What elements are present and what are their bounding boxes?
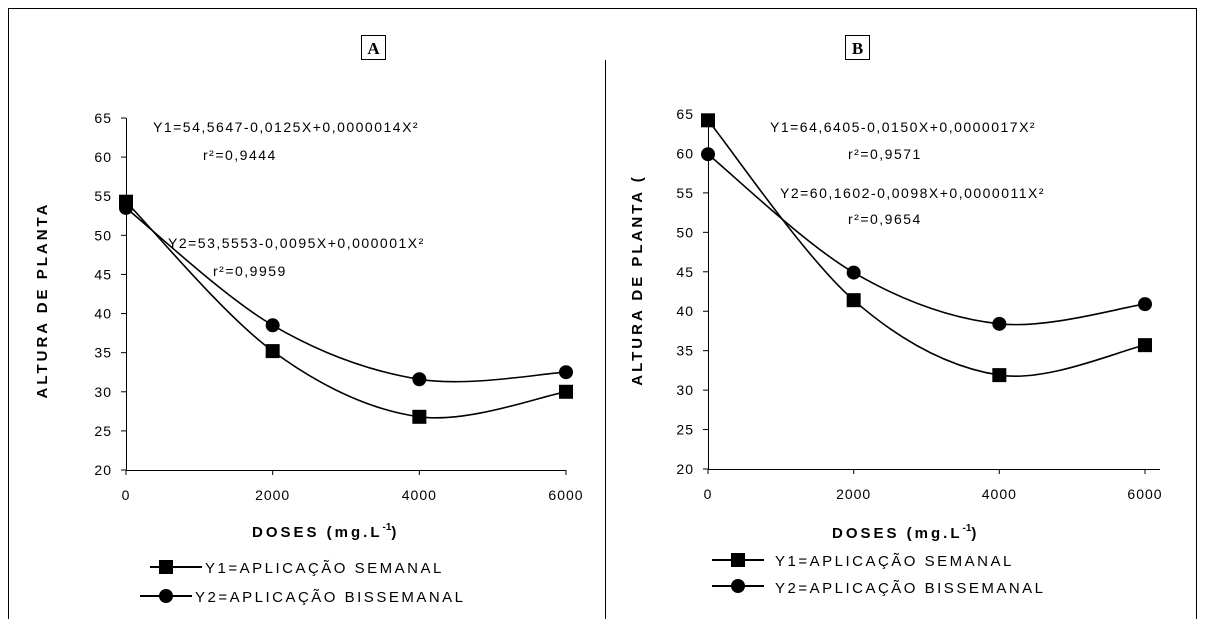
y-tick-label-b: 25 xyxy=(676,422,694,438)
legend-marker-square-b xyxy=(731,553,745,567)
data-point-b-y1 xyxy=(1138,338,1152,353)
x-tick-label-a: 4000 xyxy=(402,487,437,503)
y-tick-label-a: 20 xyxy=(94,462,112,478)
y-tick-label-a: 35 xyxy=(94,345,112,361)
x-axis-label-sup-b: -1 xyxy=(963,523,972,534)
data-point-b-y2 xyxy=(992,316,1007,331)
series-line-a-y2 xyxy=(125,207,567,383)
equation-y1-b: Y1=64,6405-0,0150X+0,0000017X² xyxy=(770,119,1036,135)
data-point-a-y1 xyxy=(412,409,427,424)
equation-y2-a: Y2=53,5553-0,0095X+0,000001X² xyxy=(168,235,425,251)
y-tick-label-a: 30 xyxy=(94,384,112,400)
data-point-a-y1 xyxy=(265,344,280,359)
data-point-a-y2 xyxy=(119,200,133,215)
r2-y2-b: r²=0,9654 xyxy=(848,211,922,227)
data-point-a-y1 xyxy=(559,384,573,399)
data-point-b-y2 xyxy=(846,265,861,280)
y-tick-label-a: 65 xyxy=(94,110,112,126)
x-tick-label-b: 6000 xyxy=(1127,486,1162,502)
x-tick-label-a: 6000 xyxy=(548,487,583,503)
y-tick-label-b: 65 xyxy=(676,106,694,122)
y-tick-label-a: 60 xyxy=(94,149,112,165)
y-tick-label-b: 50 xyxy=(676,224,694,240)
y-axis-label-a: ALTURA DE PLANTA xyxy=(34,202,51,399)
series-line-b-y1 xyxy=(707,119,1146,377)
data-point-a-y2 xyxy=(265,318,280,333)
equation-annotations-a: Y1=54,5647-0,0125X+0,0000014X² r²=0,9444… xyxy=(153,119,425,279)
y-tick-label-a: 25 xyxy=(94,423,112,439)
data-point-b-y1 xyxy=(701,113,715,128)
data-point-b-y2 xyxy=(1138,297,1152,312)
y-tick-label-b: 35 xyxy=(676,343,694,359)
panel-label-b: B xyxy=(852,39,863,58)
x-axis-label-end-a: ) xyxy=(391,524,399,541)
equation-annotations-b: Y1=64,6405-0,0150X+0,0000017X² r²=0,9571… xyxy=(770,119,1045,227)
x-axis-label-main-a: DOSES (mg.L xyxy=(252,524,383,541)
data-point-a-y2 xyxy=(559,365,573,380)
legend-label-y1-a: Y1=APLICAÇÃO SEMANAL xyxy=(205,560,444,577)
equation-y1-a: Y1=54,5647-0,0125X+0,0000014X² xyxy=(153,119,419,135)
x-tick-label-b: 4000 xyxy=(982,486,1017,502)
y-tick-label-b: 30 xyxy=(676,382,694,398)
legend-label-y1-b: Y1=APLICAÇÃO SEMANAL xyxy=(775,553,1014,570)
panel-label-a: A xyxy=(367,39,380,58)
y-axis-label-b: ALTURA DE PLANTA ( xyxy=(629,174,646,385)
y-tick-label-b: 60 xyxy=(676,145,694,161)
data-point-a-y2 xyxy=(412,372,427,387)
legend-label-y2-b: Y2=APLICAÇÃO BISSEMANAL xyxy=(775,580,1046,597)
x-axis-label-end-b: ) xyxy=(971,525,979,542)
r2-y1-a: r²=0,9444 xyxy=(203,147,277,163)
legend-marker-square-a xyxy=(159,560,173,574)
axes-a: 20 25 30 35 40 45 50 55 60 65 0 2000 4000 6000 xyxy=(94,110,583,503)
panel-label-box-a xyxy=(361,35,386,60)
axes-b: 20 25 30 35 40 45 50 55 60 65 0 2000 4000 6000 xyxy=(676,106,1162,502)
series-line-b-y2 xyxy=(707,153,1146,326)
y-tick-label-a: 45 xyxy=(94,266,112,282)
x-tick-label-a: 2000 xyxy=(255,487,290,503)
y-tick-label-b: 55 xyxy=(676,185,694,201)
y-tick-label-a: 50 xyxy=(94,227,112,243)
legend-label-y2-a: Y2=APLICAÇÃO BISSEMANAL xyxy=(195,589,466,606)
legend-marker-circle-b xyxy=(731,579,745,593)
legend-a: Y1=APLICAÇÃO SEMANAL Y2=APLICAÇÃO BISSEM… xyxy=(140,560,466,606)
legend-b: Y1=APLICAÇÃO SEMANAL Y2=APLICAÇÃO BISSEM… xyxy=(712,553,1046,597)
equation-y2-b: Y2=60,1602-0,0098X+0,0000011X² xyxy=(780,185,1045,201)
data-point-b-y1 xyxy=(846,293,861,308)
y-tick-label-a: 55 xyxy=(94,188,112,204)
y-tick-label-b: 40 xyxy=(676,303,694,319)
r2-y2-a: r²=0,9959 xyxy=(213,263,287,279)
y-tick-label-b: 45 xyxy=(676,264,694,280)
data-point-b-y2 xyxy=(701,147,715,162)
chart-b: B ALTURA DE PLANTA ( 20 25 30 35 40 45 50 55 60 6… xyxy=(629,35,1162,597)
x-axis-label-main-b: DOSES (mg.L xyxy=(832,525,963,542)
series-line-a-y1 xyxy=(125,201,567,419)
figure-frame xyxy=(8,8,1197,619)
x-axis-label-b: DOSES (mg.L-1) xyxy=(832,523,979,542)
legend-marker-circle-a xyxy=(159,589,173,603)
x-tick-label-b: 0 xyxy=(704,486,713,502)
x-tick-label-a: 0 xyxy=(122,487,131,503)
data-point-b-y1 xyxy=(992,368,1007,383)
r2-y1-b: r²=0,9571 xyxy=(848,146,922,162)
x-axis-label-sup-a: -1 xyxy=(383,522,392,533)
y-tick-label-b: 20 xyxy=(676,461,694,477)
x-tick-label-b: 2000 xyxy=(836,486,871,502)
panel-label-box-b xyxy=(845,35,870,60)
x-axis-label-a: DOSES (mg.L-1) xyxy=(252,522,399,541)
chart-a: A ALTURA DE PLANTA 20 25 30 35 40 45 50 55 60 65 … xyxy=(34,35,583,606)
y-tick-label-a: 40 xyxy=(94,306,112,322)
